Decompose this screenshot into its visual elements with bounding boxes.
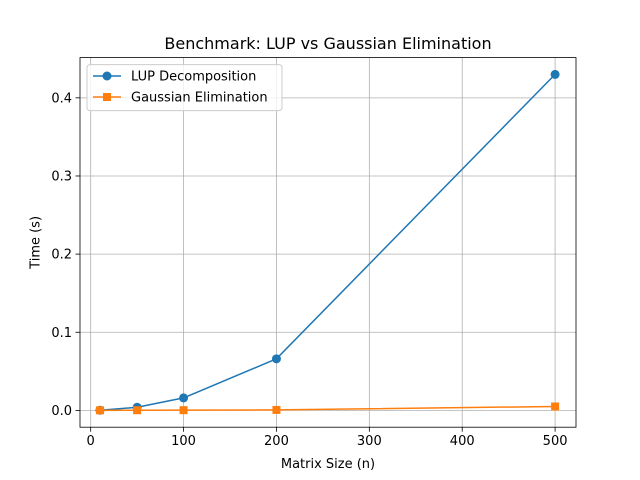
x-tick-label: 300 [357, 434, 382, 449]
series-layer [95, 69, 560, 415]
data-point [179, 393, 189, 403]
y-axis-label: Time (s) [29, 216, 44, 270]
x-tick-label: 0 [87, 434, 95, 449]
x-tick-label: 400 [450, 434, 475, 449]
legend-marker-lup [102, 71, 112, 81]
x-tick-label: 200 [264, 434, 289, 449]
y-tick-label: 0.0 [51, 404, 72, 419]
x-axis-label: Matrix Size (n) [281, 457, 375, 472]
data-point [179, 406, 188, 415]
chart-title: Benchmark: LUP vs Gaussian Elimination [164, 34, 491, 53]
x-axis: 0 100 200 300 400 500 [87, 427, 568, 449]
legend: LUP Decomposition Gaussian Elimination [86, 64, 283, 112]
plot-frame [79, 57, 577, 428]
data-point [271, 354, 281, 364]
x-tick-label: 500 [543, 434, 568, 449]
data-point [95, 406, 104, 415]
y-tick-label: 0.1 [51, 326, 72, 341]
legend-marker-gaussian [103, 93, 111, 101]
data-point [272, 405, 281, 414]
grid [80, 57, 576, 428]
x-tick-label: 100 [171, 434, 196, 449]
legend-box [86, 64, 283, 112]
y-axis: 0.0 0.1 0.2 0.3 0.4 [51, 91, 80, 419]
legend-label-lup: LUP Decomposition [131, 70, 256, 85]
plot-area [80, 57, 576, 428]
data-point [133, 406, 142, 415]
y-tick-label: 0.2 [51, 248, 72, 263]
y-tick-label: 0.3 [51, 169, 72, 184]
data-point [550, 69, 560, 79]
series-gaussian [95, 402, 560, 415]
y-tick-label: 0.4 [51, 91, 72, 106]
data-point [551, 402, 560, 411]
legend-label-gaussian: Gaussian Elimination [131, 91, 268, 106]
